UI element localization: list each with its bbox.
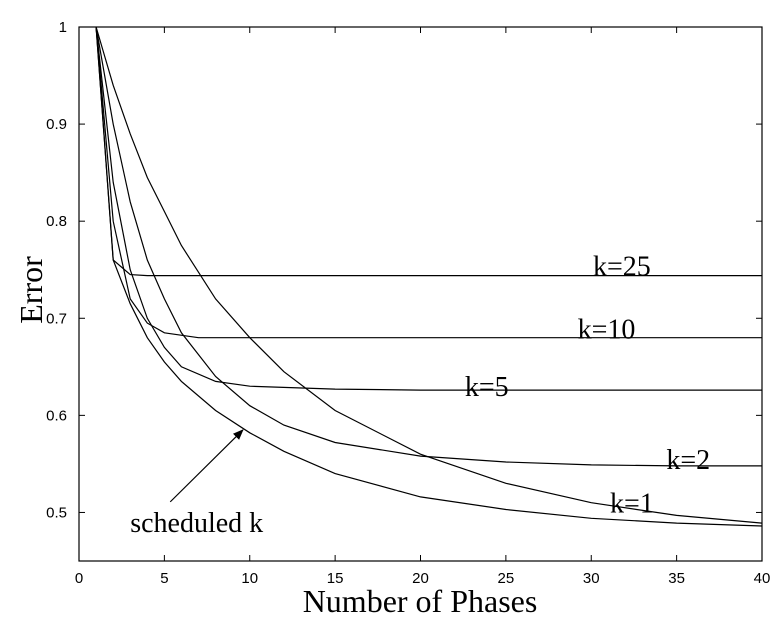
x-tick-label: 25 — [498, 570, 515, 587]
annotation-k-2: k=2 — [666, 445, 710, 476]
series-lines — [95, 26, 763, 527]
x-tick-label: 5 — [160, 570, 168, 587]
x-tick-label: 10 — [241, 570, 258, 587]
x-tick-label: 0 — [75, 570, 83, 587]
y-tick-label: 0.9 — [46, 116, 67, 133]
series-line-k-1 — [95, 26, 763, 524]
axis-ticks: 0 5 10 15 20 25 30 35 40 0.5 0.6 0.7 0.8 0.9 1 — [46, 19, 770, 587]
x-tick-label: 20 — [412, 570, 429, 587]
annotation-arrow — [169, 429, 244, 503]
y-tick-label: 1 — [59, 19, 67, 36]
series-annotations: k=25 k=10 k=5 k=2 k=1 scheduled k — [130, 252, 710, 539]
series-line-k-2 — [95, 26, 762, 467]
series-line-scheduled-k — [95, 26, 763, 527]
plot-frame — [78, 26, 763, 562]
y-tick-label: 0.8 — [46, 213, 67, 230]
annotation-scheduled-k: scheduled k — [130, 508, 263, 539]
annotation-k-10: k=10 — [578, 315, 636, 346]
annotation-k-5: k=5 — [465, 372, 509, 403]
series-line-k-10 — [95, 26, 762, 339]
series-line-k-5 — [95, 26, 762, 391]
x-tick-label: 35 — [668, 570, 685, 587]
annotation-k-25: k=25 — [593, 252, 651, 283]
x-axis-title: Number of Phases — [303, 583, 538, 619]
x-tick-label: 15 — [327, 570, 344, 587]
y-tick-label: 0.5 — [46, 504, 67, 521]
y-tick-label: 0.7 — [46, 310, 67, 327]
y-axis-title: Error — [13, 256, 49, 324]
x-tick-label: 40 — [754, 570, 771, 587]
annotation-k-1: k=1 — [610, 488, 654, 519]
y-tick-label: 0.6 — [46, 407, 67, 424]
x-tick-label: 30 — [583, 570, 600, 587]
series-line-k-25 — [95, 26, 762, 277]
